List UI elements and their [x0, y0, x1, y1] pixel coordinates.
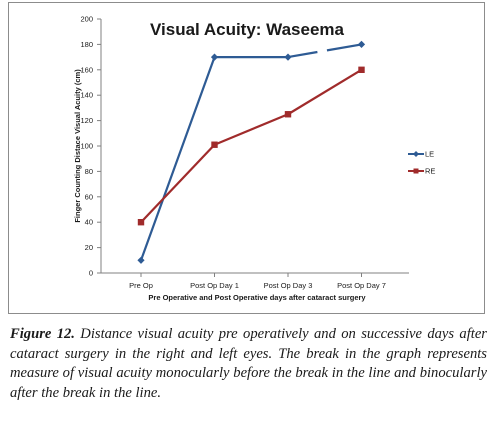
y-tick-label: 40: [85, 218, 93, 227]
legend-marker-diamond: [413, 151, 419, 157]
data-point-square: [137, 219, 145, 226]
legend-entry-le: LE: [408, 150, 434, 159]
y-tick-label: 20: [85, 243, 93, 252]
y-tick-label: 180: [80, 40, 93, 49]
x-tick-label: Post Op Day 1: [190, 281, 239, 290]
legend-label: RE: [425, 167, 435, 176]
y-tick-label: 0: [89, 269, 93, 278]
series-le: [137, 40, 366, 264]
y-tick-label: 80: [85, 167, 93, 176]
y-tick-label: 160: [80, 65, 93, 74]
caption-label: Figure 12.: [10, 326, 75, 342]
x-tick-label: Post Op Day 3: [264, 281, 313, 290]
y-tick-label: 120: [80, 116, 93, 125]
series-re: [137, 66, 365, 226]
y-tick-label: 100: [80, 142, 93, 151]
legend-marker-square: [413, 168, 419, 174]
data-point-diamond: [210, 53, 219, 61]
data-point-diamond: [284, 53, 292, 61]
series-line-segment: [326, 43, 362, 52]
y-axis-title: Finger Counting Distace Visual Acuity (c…: [73, 69, 82, 223]
chart-title: Visual Acuity: Waseema: [150, 20, 345, 39]
line-chart: Visual Acuity: Waseema 0 20 40 60 80 100 120 14…: [73, 15, 435, 303]
data-point-square: [284, 111, 292, 118]
x-tick-label: Post Op Day 7: [337, 281, 386, 290]
y-tick-label: 60: [85, 192, 93, 201]
data-point-square: [211, 141, 218, 148]
y-tick-label: 140: [80, 91, 93, 100]
series-line-segment: [139, 56, 216, 261]
data-point-square: [358, 66, 365, 73]
data-point-diamond: [357, 40, 366, 48]
y-tick-label: 200: [80, 15, 93, 24]
series-line-segment: [287, 68, 363, 116]
legend-label: LE: [425, 150, 434, 159]
figure-caption: Figure 12. Distance visual acuity pre op…: [10, 325, 487, 403]
series-line-segment: [140, 143, 216, 223]
x-tick-label: Pre Op: [129, 281, 153, 290]
legend-entry-re: RE: [408, 167, 435, 176]
caption-text: Distance visual acuity pre operatively a…: [10, 326, 487, 401]
series-line-segment: [214, 113, 289, 146]
series-line-segment: [287, 50, 318, 59]
data-point-diamond: [137, 256, 145, 264]
chart-frame: Visual Acuity: Waseema 0 20 40 60 80 100 120 14…: [8, 2, 485, 314]
x-axis-title: Pre Operative and Post Operative days af…: [148, 293, 366, 302]
